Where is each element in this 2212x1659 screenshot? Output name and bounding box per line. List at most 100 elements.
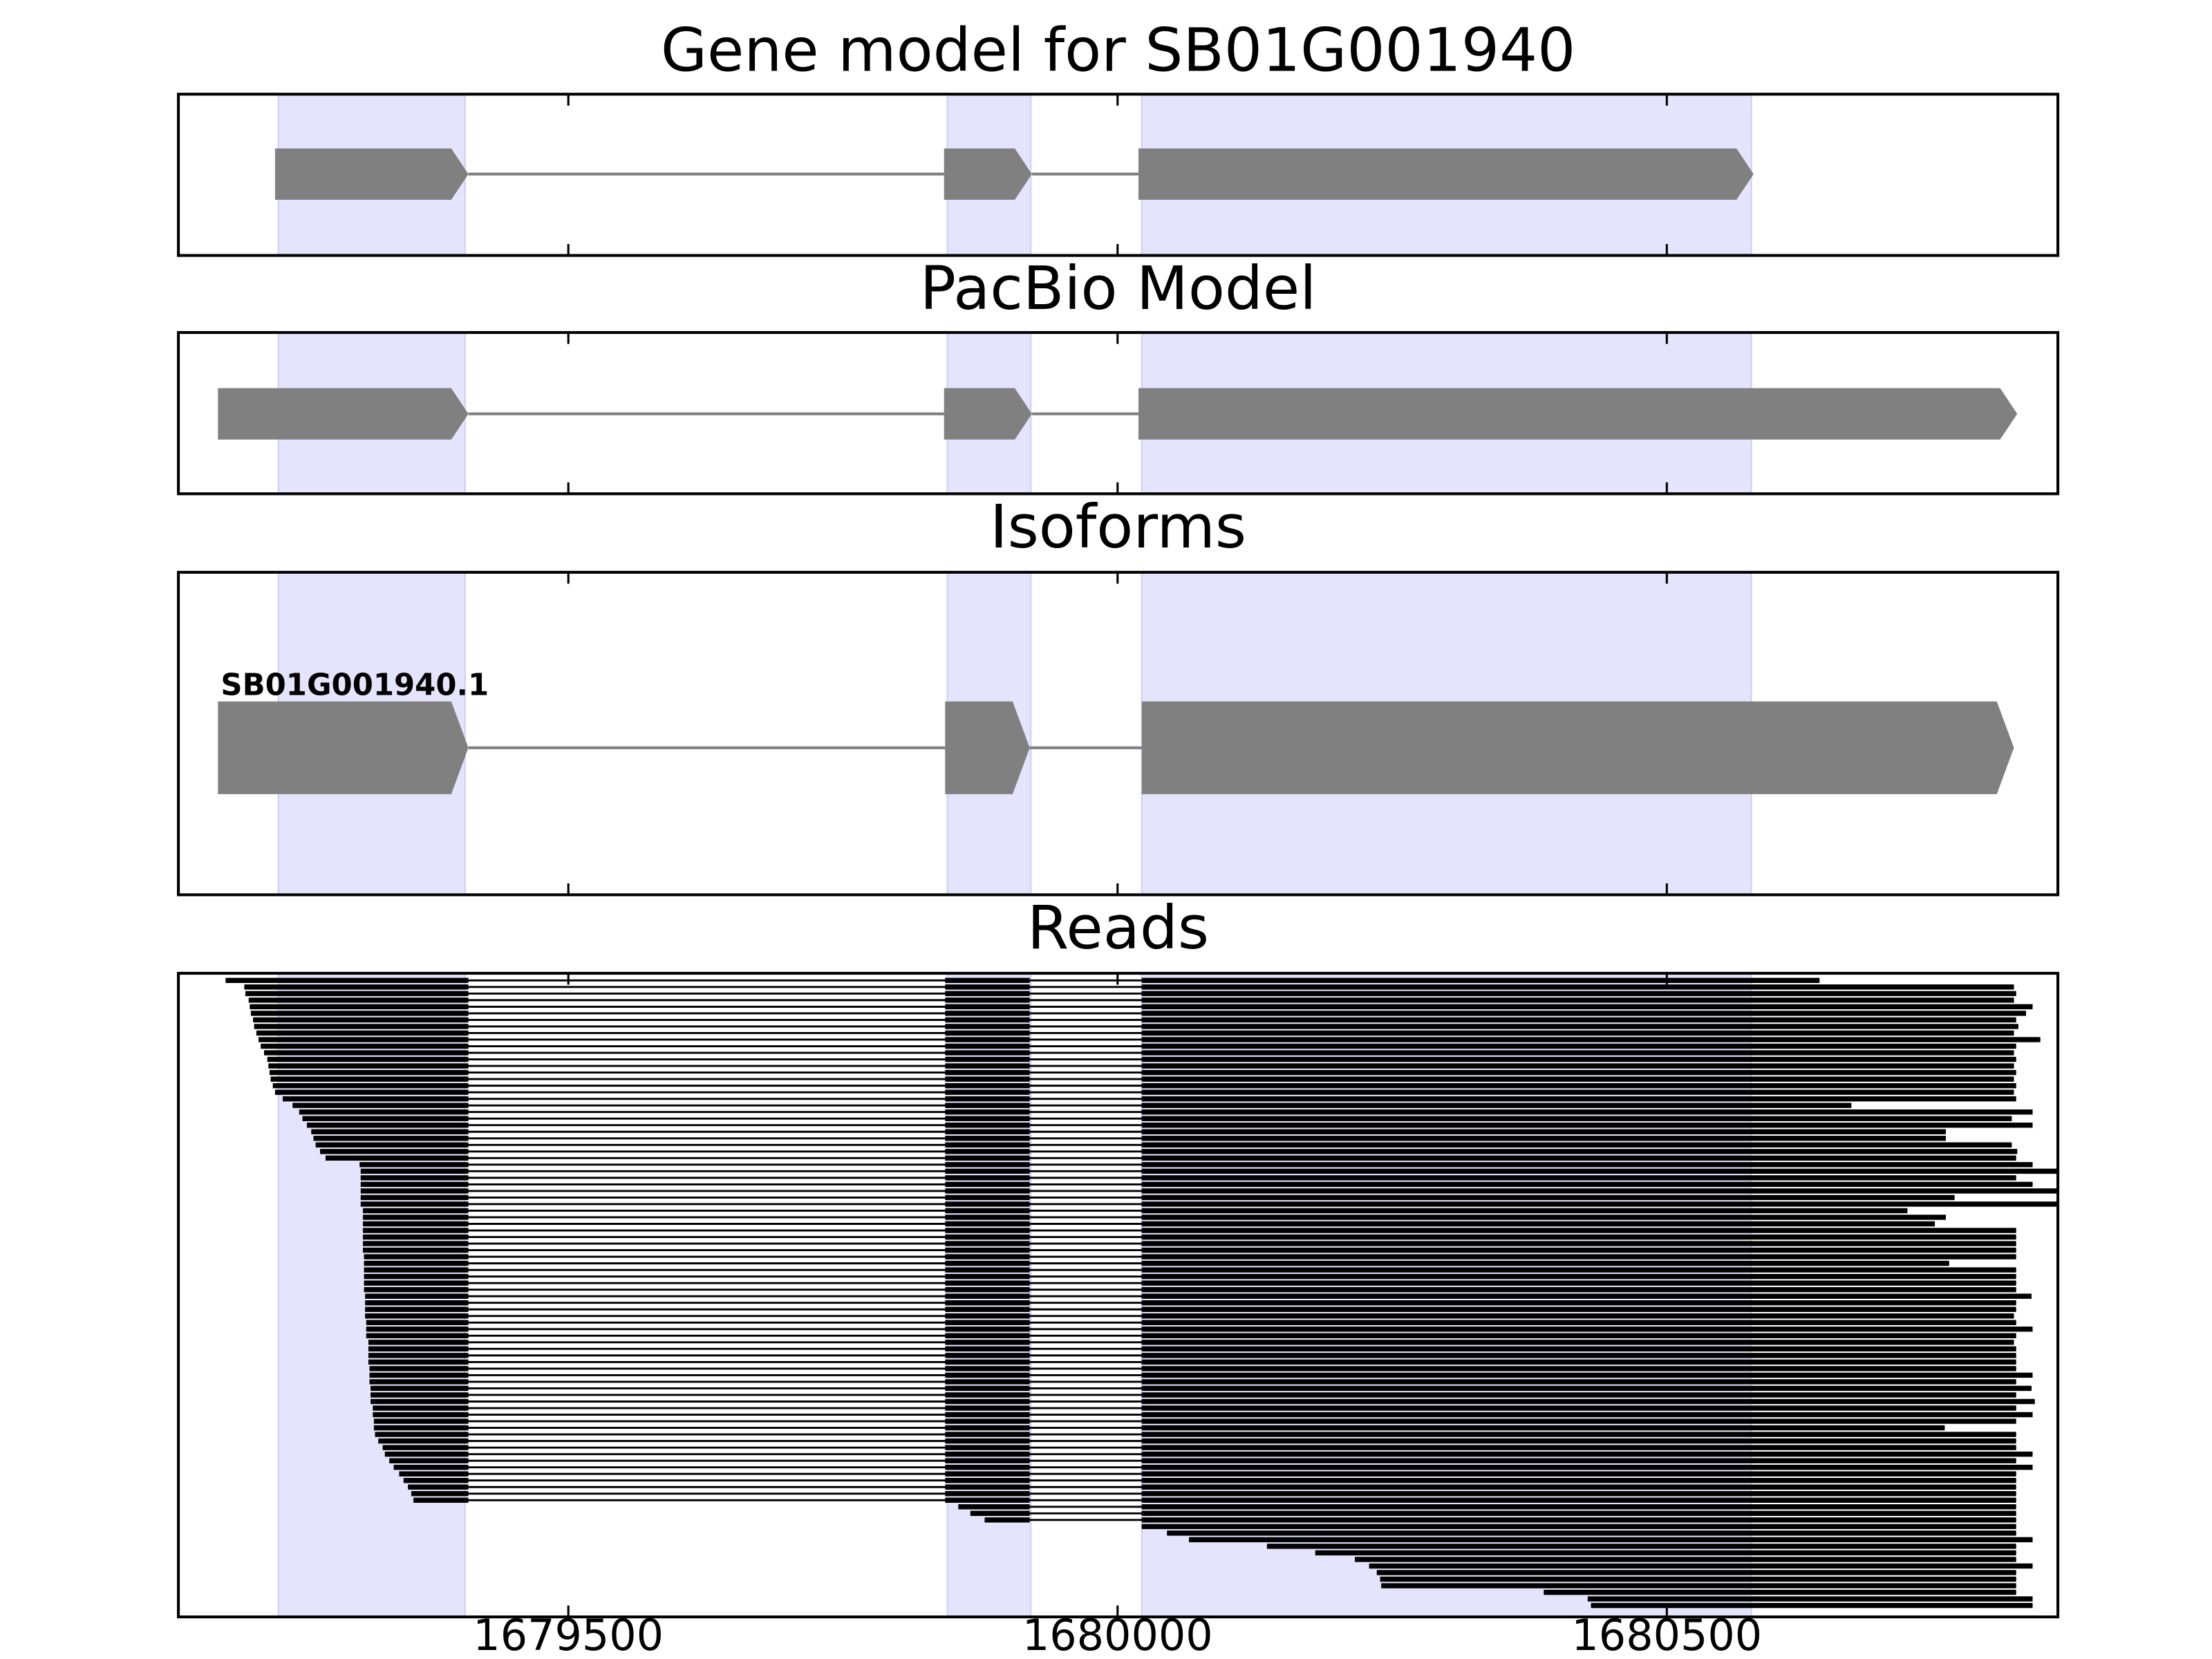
read-block <box>363 1234 469 1240</box>
read-block <box>389 1458 469 1463</box>
read-block <box>368 1340 469 1345</box>
read-block <box>970 1510 1030 1517</box>
read-block <box>1141 1353 2016 1358</box>
read-block <box>306 1123 469 1128</box>
read-block <box>393 1464 469 1470</box>
exon <box>1138 388 2018 440</box>
read-block <box>1141 1037 2041 1042</box>
read-block <box>382 1445 469 1450</box>
read-block <box>945 1017 1030 1023</box>
read-block <box>945 1372 1030 1378</box>
read-block <box>945 1260 1030 1266</box>
read-block <box>945 1208 1030 1214</box>
read-block <box>945 1069 1030 1076</box>
read-block <box>1141 1372 2033 1378</box>
read-block <box>945 1201 1030 1207</box>
read-block <box>945 1273 1030 1280</box>
read-block <box>408 1484 469 1490</box>
read-block <box>365 1300 469 1306</box>
read-block <box>299 1109 469 1115</box>
read-block <box>1141 1478 2016 1483</box>
read-block <box>225 977 469 984</box>
read-block <box>945 1037 1030 1042</box>
read-block <box>270 1076 469 1082</box>
read-block <box>292 1103 469 1108</box>
read-block <box>373 1405 469 1411</box>
read-block <box>360 1188 469 1194</box>
read-block <box>1141 1168 2057 1174</box>
x-tick-label: 1680000 <box>1022 1611 1213 1659</box>
read-block <box>1141 1162 2033 1168</box>
read-block <box>945 1398 1030 1405</box>
read-block <box>250 1004 469 1010</box>
read-block <box>945 1024 1030 1029</box>
read-block <box>1141 1228 2016 1233</box>
read-block <box>1141 1517 2016 1523</box>
read-block <box>259 1037 469 1042</box>
read-block <box>945 1313 1030 1319</box>
read-block <box>1141 1136 1946 1141</box>
read-block <box>403 1478 469 1483</box>
read-block <box>365 1293 469 1299</box>
read-block <box>1141 1418 2016 1424</box>
read-block <box>326 1155 469 1161</box>
read-block <box>1141 1300 2016 1306</box>
read-block <box>1315 1550 2016 1556</box>
read-block <box>360 1168 469 1174</box>
read-block <box>1141 1194 1955 1201</box>
read-block <box>368 1359 469 1365</box>
read-block <box>1141 1254 2016 1259</box>
read-block <box>364 1260 469 1266</box>
read-block <box>1141 1063 2014 1069</box>
read-block <box>945 1484 1030 1490</box>
exon <box>218 388 469 440</box>
read-block <box>248 997 469 1003</box>
x-tick-label: 1679500 <box>473 1611 664 1659</box>
read-block <box>272 1082 469 1089</box>
read-block <box>1141 1247 2016 1253</box>
read-block <box>945 1451 1030 1457</box>
read-block <box>945 1327 1030 1332</box>
read-block <box>1141 1497 2016 1503</box>
read-block <box>1141 977 1820 984</box>
read-block <box>945 1478 1030 1483</box>
read-block <box>945 991 1030 997</box>
read-block <box>945 1359 1030 1365</box>
read-block <box>1141 1438 2016 1444</box>
read-block <box>945 1168 1030 1174</box>
read-block <box>1141 1234 2016 1240</box>
read-block <box>1141 1082 2016 1089</box>
read-block <box>945 1155 1030 1161</box>
read-block <box>945 1293 1030 1299</box>
read-block <box>945 1280 1030 1286</box>
panel-title: Gene model for SB01G001940 <box>661 16 1575 85</box>
read-block <box>1141 991 2016 997</box>
read-block <box>1141 1004 2033 1010</box>
read-block <box>945 1149 1030 1154</box>
read-block <box>945 1471 1030 1477</box>
panel: PacBio Model <box>177 254 2060 496</box>
read-block <box>945 984 1030 990</box>
read-block <box>371 1398 469 1405</box>
read-block <box>945 1063 1030 1069</box>
read-block <box>1141 1458 2016 1463</box>
read-block <box>1141 1175 2016 1181</box>
read-block <box>945 1320 1030 1326</box>
exon <box>944 148 1032 200</box>
panel: Gene model for SB01G001940 <box>177 16 2060 257</box>
read-block <box>945 1385 1030 1391</box>
read-block <box>1141 1116 2012 1121</box>
read-block <box>269 1069 469 1076</box>
read-block <box>399 1471 469 1477</box>
read-block <box>1141 1432 2016 1437</box>
read-block <box>369 1372 469 1378</box>
read-block <box>250 1011 469 1016</box>
read-block <box>1141 1484 2016 1490</box>
exon <box>218 701 469 794</box>
read-block <box>945 1392 1030 1398</box>
read-block <box>1141 1030 2014 1036</box>
read-block <box>1266 1544 2016 1549</box>
read-block <box>364 1254 469 1259</box>
read-block <box>1141 1464 2033 1470</box>
read-block <box>945 1181 1030 1188</box>
